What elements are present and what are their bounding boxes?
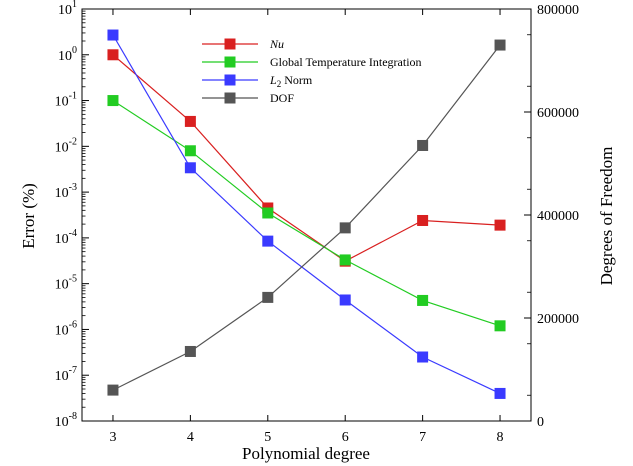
data-point-series-0 [417,214,429,226]
legend-label-2: L2 Norm [269,73,313,89]
y-right-tick-label: 0 [537,415,544,430]
legend-label-0: Nu [269,37,284,51]
series-line-3 [112,44,501,391]
data-point-series-1 [107,95,119,107]
series-layer [107,29,506,399]
plot-frame [81,8,532,422]
x-tick-label: 6 [342,430,349,445]
legend-marker-0 [224,38,236,50]
data-point-series-1 [262,207,274,219]
data-point-series-2 [494,387,506,399]
x-tick-label: 8 [497,430,504,445]
data-point-series-2 [417,351,429,363]
y-right-tick-label: 600000 [537,106,579,121]
data-point-series-0 [107,49,119,61]
data-point-series-2 [262,235,274,247]
x-tick-label: 7 [419,430,426,445]
data-point-series-1 [494,320,506,332]
data-point-series-2 [184,162,196,174]
axes-layer: 3 4 5 6 7 8 101 100 10-1 10-2 10-3 10-4 10-5 10-6 10-7… [55,0,579,445]
data-point-series-0 [184,115,196,127]
y-left-tick-label: 10-8 [55,411,77,430]
series-line-1 [112,100,501,327]
data-point-series-1 [339,254,351,266]
data-point-series-1 [417,294,429,306]
y-left-tick-label: 10-4 [55,228,77,247]
y-left-tick-label: 10-1 [55,91,77,110]
y-right-tick-label: 200000 [537,312,579,327]
series-line-2 [112,34,501,394]
legend-marker-2 [224,74,236,86]
data-point-series-3 [107,384,119,396]
legend-marker-1 [224,56,236,68]
legend-marker-3 [224,92,236,104]
x-axis-title: Polynomial degree [242,444,370,463]
legend-label-3: DOF [270,91,294,105]
series-line-0 [112,54,501,262]
data-point-series-3 [417,139,429,151]
data-point-series-2 [339,294,351,306]
data-point-series-3 [339,222,351,234]
y-axis-title-left: Error (%) [19,183,38,249]
data-point-series-1 [184,145,196,157]
legend-label-1: Global Temperature Integration [270,55,422,69]
y-left-tick-label: 10-3 [55,182,77,201]
y-left-tick-label: 10-2 [55,136,77,155]
data-point-series-3 [262,291,274,303]
y-left-tick-label: 10-7 [55,365,77,384]
y-axis-title-right: Degrees of Freedom [597,147,616,286]
y-right-tick-label: 400000 [537,209,579,224]
data-point-series-2 [107,29,119,41]
data-point-series-0 [494,219,506,231]
x-tick-label: 4 [187,430,194,445]
x-tick-label: 5 [264,430,271,445]
data-point-series-3 [184,345,196,357]
y-left-tick-label: 101 [58,0,77,18]
data-point-series-3 [494,39,506,51]
y-left-tick-label: 10-5 [55,274,77,293]
y-right-tick-label: 800000 [537,3,579,18]
x-tick-label: 3 [109,430,116,445]
y-left-tick-label: 10-6 [55,319,77,338]
legend: Nu Global Temperature Integration L2 Norm D… [202,37,422,105]
y-left-tick-label: 100 [58,45,77,64]
